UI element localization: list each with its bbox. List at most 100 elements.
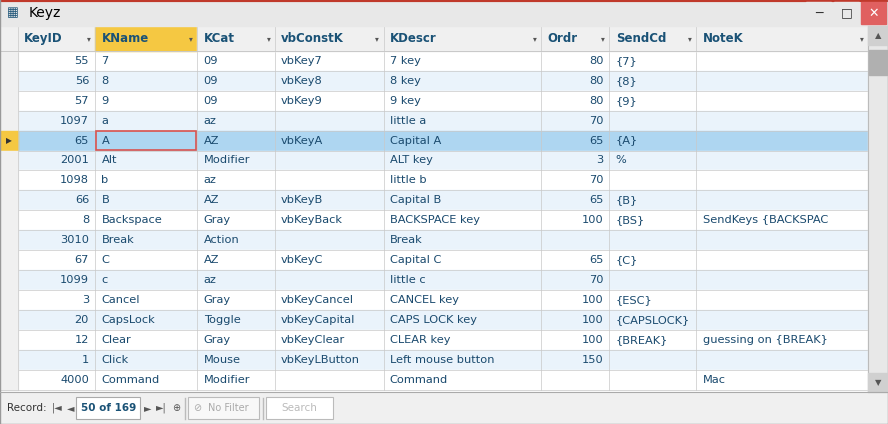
Bar bbox=[0, 131, 18, 151]
Bar bbox=[18, 26, 95, 51]
Text: ▾: ▾ bbox=[189, 34, 193, 43]
Bar bbox=[0, 370, 868, 390]
Text: 09: 09 bbox=[203, 96, 218, 106]
Bar bbox=[0, 71, 868, 91]
Text: b: b bbox=[101, 176, 108, 185]
Text: SendKeys {BACKSPAC: SendKeys {BACKSPAC bbox=[702, 215, 828, 225]
Text: az: az bbox=[203, 275, 217, 285]
Text: 56: 56 bbox=[75, 76, 89, 86]
Text: 66: 66 bbox=[75, 195, 89, 205]
Text: ▾: ▾ bbox=[376, 34, 379, 43]
Text: c: c bbox=[101, 275, 107, 285]
Text: C: C bbox=[101, 255, 109, 265]
Text: ─: ─ bbox=[815, 7, 822, 20]
Text: AZ: AZ bbox=[203, 136, 219, 145]
Bar bbox=[0, 390, 868, 392]
Text: vbKeyCancel: vbKeyCancel bbox=[281, 295, 354, 305]
Text: ▶: ▶ bbox=[6, 136, 12, 145]
Text: KeyID: KeyID bbox=[24, 32, 62, 45]
Text: No Filter: No Filter bbox=[208, 403, 249, 413]
Text: 1: 1 bbox=[82, 355, 89, 365]
Text: vbKeyCapital: vbKeyCapital bbox=[281, 315, 355, 325]
Text: Left mouse button: Left mouse button bbox=[390, 355, 495, 365]
Bar bbox=[0, 290, 868, 310]
Text: ⊕: ⊕ bbox=[172, 403, 180, 413]
Text: Toggle: Toggle bbox=[203, 315, 241, 325]
Text: vbKey8: vbKey8 bbox=[281, 76, 323, 86]
Text: {ESC}: {ESC} bbox=[615, 295, 653, 305]
Text: vbKeyC: vbKeyC bbox=[281, 255, 323, 265]
Bar bbox=[0, 250, 868, 270]
Bar bbox=[0, 51, 868, 71]
Text: |◄: |◄ bbox=[52, 403, 62, 413]
Text: 9: 9 bbox=[101, 96, 108, 106]
Bar bbox=[0, 0, 888, 26]
Text: Search: Search bbox=[281, 403, 318, 413]
Bar bbox=[861, 2, 886, 24]
Text: SendCd: SendCd bbox=[615, 32, 666, 45]
Bar bbox=[0, 111, 868, 131]
Text: vbKey9: vbKey9 bbox=[281, 96, 323, 106]
Text: ▾: ▾ bbox=[688, 34, 692, 43]
Bar bbox=[0, 111, 18, 131]
Bar bbox=[384, 26, 542, 51]
Bar bbox=[0, 370, 18, 390]
Text: 12: 12 bbox=[75, 335, 89, 345]
Text: guessing on {BREAK}: guessing on {BREAK} bbox=[702, 335, 828, 345]
Text: 80: 80 bbox=[589, 76, 603, 86]
Text: Gray: Gray bbox=[203, 295, 231, 305]
Text: vbConstK: vbConstK bbox=[281, 32, 344, 45]
Text: ►|: ►| bbox=[156, 403, 167, 413]
Text: KCat: KCat bbox=[203, 32, 234, 45]
Bar bbox=[0, 91, 868, 111]
Bar bbox=[0, 392, 888, 424]
Text: CANCEL key: CANCEL key bbox=[390, 295, 459, 305]
Text: ◄: ◄ bbox=[67, 403, 74, 413]
Text: Mouse: Mouse bbox=[203, 355, 241, 365]
Bar bbox=[188, 397, 259, 419]
Text: ▾: ▾ bbox=[534, 34, 537, 43]
Bar bbox=[266, 397, 333, 419]
Text: ▼: ▼ bbox=[875, 378, 882, 387]
Bar bbox=[609, 26, 696, 51]
Bar bbox=[275, 26, 384, 51]
Text: Command: Command bbox=[101, 375, 160, 385]
Text: 70: 70 bbox=[589, 275, 603, 285]
Bar bbox=[696, 26, 868, 51]
Text: ALT key: ALT key bbox=[390, 156, 432, 165]
Text: ⊘: ⊘ bbox=[193, 403, 201, 413]
Text: Action: Action bbox=[203, 235, 240, 245]
Text: ▲: ▲ bbox=[875, 31, 882, 40]
Text: Alt: Alt bbox=[101, 156, 117, 165]
Text: 55: 55 bbox=[75, 56, 89, 66]
Text: 100: 100 bbox=[582, 215, 603, 225]
Text: 70: 70 bbox=[589, 176, 603, 185]
Text: {B}: {B} bbox=[615, 195, 638, 205]
Text: 3010: 3010 bbox=[60, 235, 89, 245]
Text: Break: Break bbox=[390, 235, 423, 245]
Text: 67: 67 bbox=[75, 255, 89, 265]
Bar bbox=[0, 270, 18, 290]
Text: 8 key: 8 key bbox=[390, 76, 421, 86]
Bar bbox=[96, 131, 196, 150]
Bar bbox=[0, 230, 18, 250]
Bar bbox=[0, 71, 18, 91]
Text: little a: little a bbox=[390, 116, 426, 126]
Text: {BS}: {BS} bbox=[615, 215, 645, 225]
Bar bbox=[0, 151, 18, 170]
Text: Capital A: Capital A bbox=[390, 136, 441, 145]
Text: 65: 65 bbox=[589, 136, 603, 145]
Text: 150: 150 bbox=[582, 355, 603, 365]
Bar bbox=[0, 26, 868, 51]
Bar bbox=[868, 26, 888, 392]
Text: {9}: {9} bbox=[615, 96, 638, 106]
Bar bbox=[868, 373, 888, 392]
Text: 2001: 2001 bbox=[60, 156, 89, 165]
Bar bbox=[806, 2, 831, 24]
Text: Mac: Mac bbox=[702, 375, 725, 385]
Bar bbox=[0, 170, 868, 190]
Text: CapsLock: CapsLock bbox=[101, 315, 155, 325]
Bar bbox=[0, 330, 18, 350]
Text: vbKeyLButton: vbKeyLButton bbox=[281, 355, 360, 365]
Text: 7: 7 bbox=[101, 56, 108, 66]
